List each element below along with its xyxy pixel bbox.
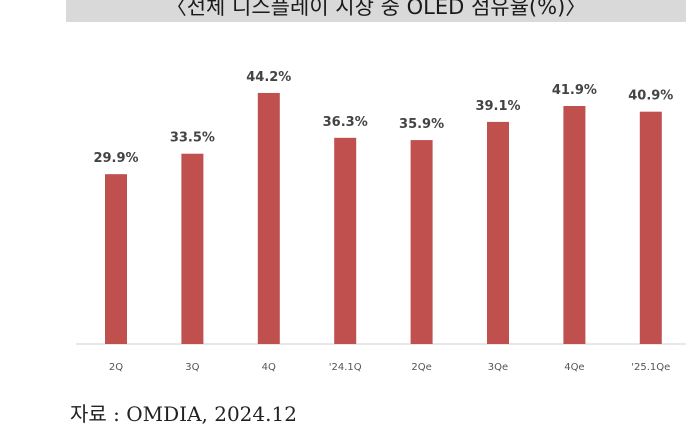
x-tick-label-5: 3Qe bbox=[488, 362, 508, 373]
chart-title-bar: 〈전체 디스플레이 시장 중 OLED 점유율(%)〉 bbox=[66, 0, 686, 22]
source-note: 자료 : OMDIA, 2024.12 bbox=[70, 402, 297, 426]
x-tick-label-7: '25.1Qe bbox=[631, 362, 670, 373]
data-label-2: 44.2% bbox=[246, 70, 291, 85]
x-tick-label-0: 2Q bbox=[109, 362, 123, 373]
data-label-4: 35.9% bbox=[399, 117, 444, 132]
x-tick-label-3: '24.1Q bbox=[329, 362, 362, 373]
x-tick-label-2: 4Q bbox=[262, 362, 276, 373]
data-label-0: 29.9% bbox=[93, 151, 138, 166]
data-label-6: 41.9% bbox=[552, 83, 597, 98]
bar-1 bbox=[181, 153, 204, 344]
bar-4 bbox=[410, 140, 433, 344]
bar-5 bbox=[487, 121, 509, 344]
bar-0 bbox=[105, 174, 127, 344]
data-label-7: 40.9% bbox=[628, 89, 673, 104]
bar-7 bbox=[639, 111, 662, 344]
data-label-5: 39.1% bbox=[475, 99, 520, 114]
x-tick-label-6: 4Qe bbox=[564, 362, 584, 373]
data-label-1: 33.5% bbox=[170, 131, 215, 146]
data-label-3: 36.3% bbox=[323, 115, 368, 130]
bar-chart: 29.9% 2Q 33.5% 3Q 44.2% 4Q 36.3% '24.1Q 35.9% 2Qe… bbox=[76, 70, 686, 373]
x-tick-label-1: 3Q bbox=[185, 362, 199, 373]
bar-6 bbox=[563, 106, 586, 345]
bar-3 bbox=[334, 137, 357, 344]
chart-title: 〈전체 디스플레이 시장 중 OLED 점유율(%)〉 bbox=[165, 0, 587, 19]
bar-2 bbox=[257, 92, 280, 344]
x-tick-label-4: 2Qe bbox=[411, 362, 431, 373]
